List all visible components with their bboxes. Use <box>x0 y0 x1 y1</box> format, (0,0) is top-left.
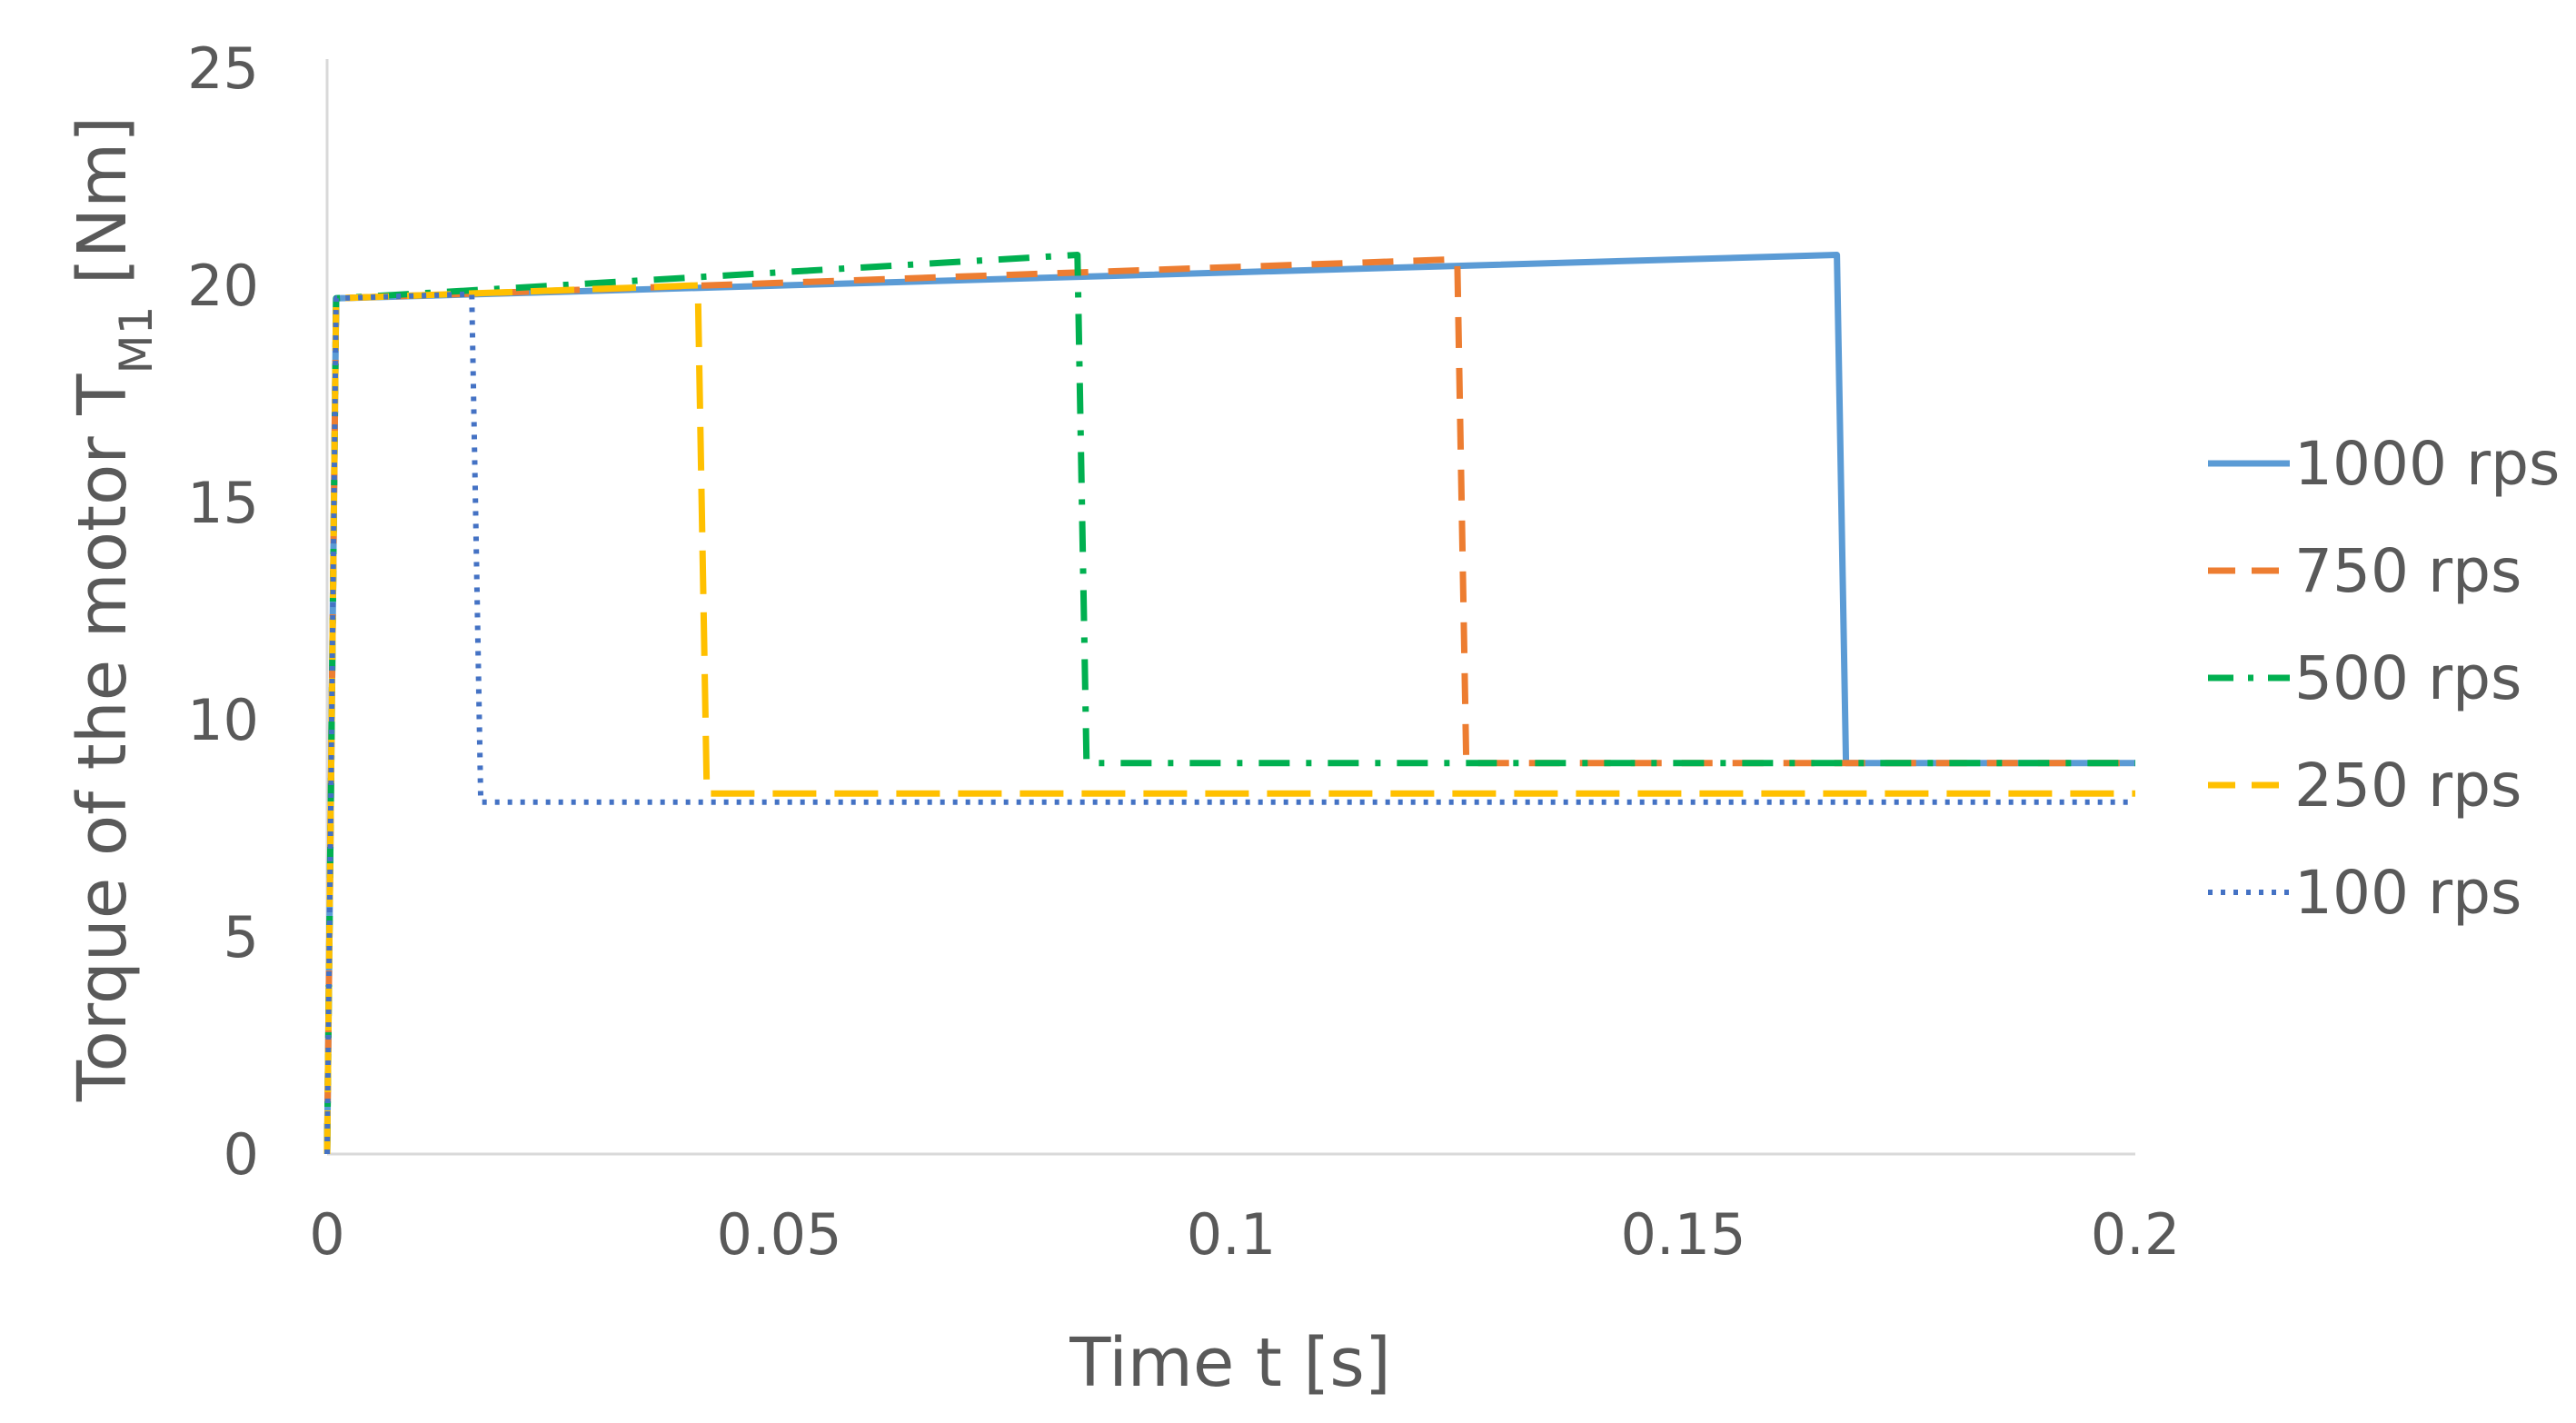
y-axis-title: Torque of the motor TM1 [Nm] <box>64 116 163 1102</box>
y-tick-label: 20 <box>187 253 259 319</box>
series-lines <box>323 252 2135 1155</box>
series-line-750-rps <box>323 255 2135 1155</box>
legend: 1000 rps 750 rps 500 rps 250 rps 100 rps <box>2208 429 2560 928</box>
series-line-1000-rps <box>323 252 2135 1155</box>
series-line-100-rps <box>324 291 2135 1155</box>
x-tick-label: 0.2 <box>2091 1201 2181 1268</box>
legend-label: 1000 rps <box>2294 429 2560 499</box>
x-tick-label: 0.1 <box>1187 1201 1277 1268</box>
y-axis-title-main: Torque of the motor T <box>64 373 142 1102</box>
axes <box>325 59 2135 1156</box>
y-tick-label: 10 <box>187 687 259 753</box>
x-tick-label: 0 <box>309 1201 344 1268</box>
legend-label: 100 rps <box>2294 858 2521 928</box>
series-line-500-rps <box>323 252 2135 1155</box>
y-tick-label: 0 <box>224 1121 259 1188</box>
y-tick-label: 25 <box>187 35 259 102</box>
y-axis-title-unit: [Nm] <box>64 116 142 306</box>
y-axis-ticks: 0 5 10 15 20 25 <box>187 35 259 1188</box>
y-tick-label: 5 <box>224 904 259 970</box>
x-axis-title: Time t [s] <box>1069 1324 1390 1402</box>
legend-label: 750 rps <box>2294 536 2521 606</box>
y-tick-label: 15 <box>187 470 259 536</box>
series-line-250-rps <box>323 282 2135 1155</box>
legend-label: 250 rps <box>2294 751 2521 821</box>
x-tick-label: 0.15 <box>1620 1201 1746 1268</box>
y-axis-title-subscript: M1 <box>110 306 163 374</box>
x-tick-label: 0.05 <box>716 1201 841 1268</box>
x-axis-ticks: 0 0.05 0.1 0.15 0.2 <box>309 1201 2180 1268</box>
legend-label: 500 rps <box>2294 643 2521 713</box>
